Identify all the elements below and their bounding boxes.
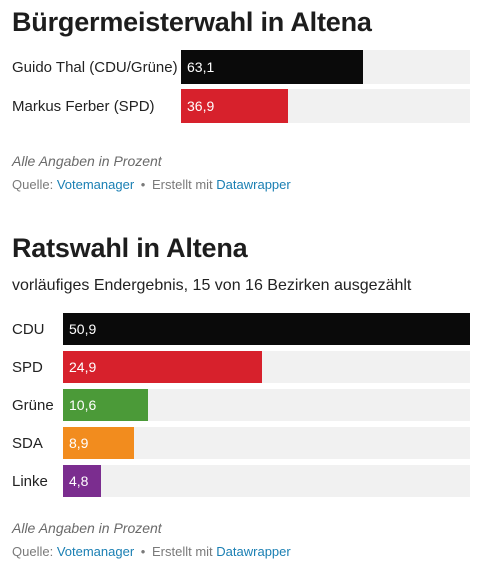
bar-row: Markus Ferber (SPD) 36,9 [12, 89, 470, 123]
credit-prefix: Erstellt mit [151, 544, 213, 559]
bar-rows: CDU 50,9 SPD 24,9 Grüne 10,6 SDA 8,9 Linke 4,8 [12, 313, 470, 497]
bar: 10,6 [63, 389, 148, 421]
chart-title: Ratswahl in Altena [12, 233, 248, 263]
bar-category-label: Linke [12, 472, 48, 490]
mayor-election-chart: Bürgermeisterwahl in Altena Guido Thal (… [12, 6, 470, 193]
source-prefix: Quelle: [12, 544, 54, 559]
bar-row: CDU 50,9 [12, 313, 470, 345]
bar-value-label: 10,6 [69, 397, 97, 413]
bar-track: 4,8 [63, 465, 470, 497]
bar-row: Guido Thal (CDU/Grüne) 63,1 [12, 50, 470, 84]
bar-value-label: 4,8 [69, 473, 89, 489]
chart-source: Quelle: Votemanager • Erstellt mit Dataw… [12, 543, 470, 560]
bar-category-label: SPD [12, 358, 43, 376]
bar-value-label: 50,9 [69, 321, 97, 337]
credit-prefix: Erstellt mit [151, 177, 213, 192]
bar-row: Grüne 10,6 [12, 389, 470, 421]
separator-dot: • [140, 177, 146, 192]
bar-category-label: Guido Thal (CDU/Grüne) [12, 58, 178, 76]
bar-track: 36,9 [181, 89, 470, 123]
chart-title: Bürgermeisterwahl in Altena [12, 7, 372, 37]
source-link[interactable]: Votemanager [56, 177, 135, 192]
bar-track: 63,1 [181, 50, 470, 84]
bar: 4,8 [63, 465, 102, 497]
bar: 36,9 [181, 89, 288, 123]
bar: 8,9 [63, 427, 135, 459]
bar-value-label: 24,9 [69, 359, 97, 375]
bar-value-label: 63,1 [187, 59, 215, 75]
bar-category-label: Grüne [12, 396, 54, 414]
bar-row: Linke 4,8 [12, 465, 470, 497]
bar: 24,9 [63, 351, 263, 383]
chart-note: Alle Angaben in Prozent [12, 153, 162, 169]
chart-note: Alle Angaben in Prozent [12, 520, 162, 536]
bar-category-label: Markus Ferber (SPD) [12, 97, 155, 115]
chart-subtitle: vorläufiges Endergebnis, 15 von 16 Bezir… [12, 277, 412, 294]
bar-track: 50,9 [63, 313, 470, 345]
bar-row: SPD 24,9 [12, 351, 470, 383]
bar-track: 24,9 [63, 351, 470, 383]
credit-link[interactable]: Datawrapper [216, 544, 291, 559]
bar-rows: Guido Thal (CDU/Grüne) 63,1 Markus Ferber … [12, 50, 470, 123]
bar: 63,1 [181, 50, 364, 84]
separator-dot: • [140, 544, 146, 559]
credit-link[interactable]: Datawrapper [216, 177, 291, 192]
bar-row: SDA 8,9 [12, 427, 470, 459]
bar-category-label: SDA [12, 434, 43, 452]
bar-track: 8,9 [63, 427, 470, 459]
source-prefix: Quelle: [12, 177, 54, 192]
chart-source: Quelle: Votemanager • Erstellt mit Dataw… [12, 176, 470, 193]
bar: 50,9 [63, 313, 470, 345]
bar-track: 10,6 [63, 389, 470, 421]
bar-category-label: CDU [12, 320, 45, 338]
bar-value-label: 36,9 [187, 98, 215, 114]
source-link[interactable]: Votemanager [56, 544, 135, 559]
council-election-chart: Ratswahl in Altena vorläufiges Endergebn… [12, 232, 470, 560]
bar-value-label: 8,9 [69, 435, 89, 451]
